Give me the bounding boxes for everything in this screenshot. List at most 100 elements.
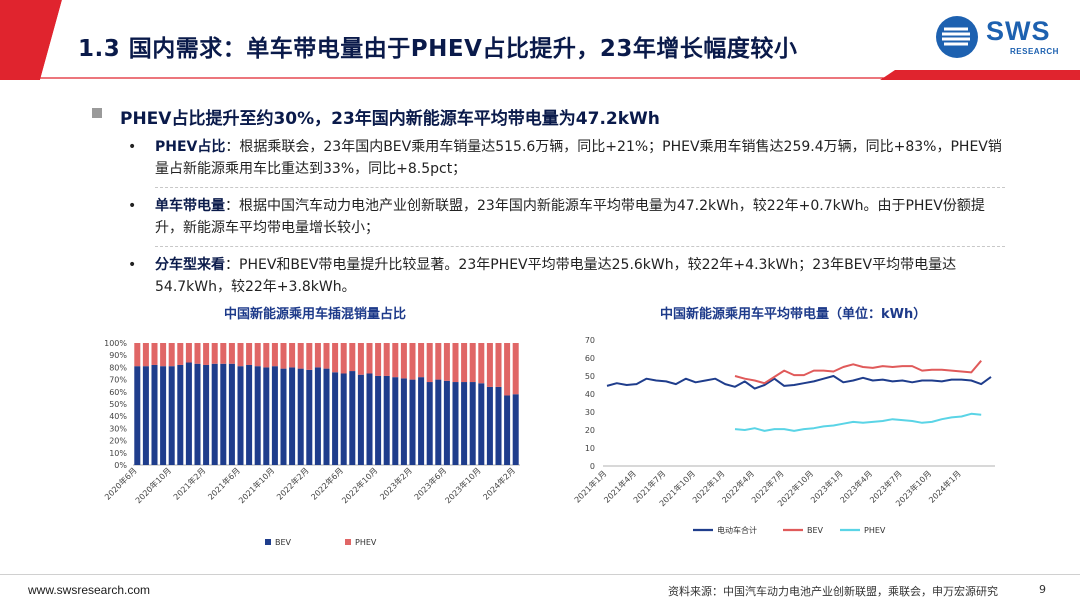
x-tick-label: 2023年6月 bbox=[412, 465, 448, 501]
bev-bar bbox=[185, 362, 192, 465]
phev-bar bbox=[435, 343, 442, 380]
y-tick-label: 70% bbox=[109, 376, 127, 385]
y-tick-label: 40 bbox=[585, 390, 595, 399]
section-heading: PHEV占比提升至约30%，23年国内新能源车平均带电量为47.2kWh bbox=[92, 104, 660, 129]
phev-bar bbox=[452, 343, 459, 383]
bev-bar bbox=[306, 369, 313, 465]
bullet-dot-icon: • bbox=[128, 139, 137, 155]
bev-bar bbox=[435, 379, 442, 465]
series-line-BEV bbox=[734, 360, 982, 385]
phev-bar bbox=[237, 343, 244, 367]
phev-bar bbox=[478, 343, 485, 384]
x-tick-label: 2020年6月 bbox=[102, 465, 138, 501]
phev-bar bbox=[400, 343, 407, 379]
bev-bar bbox=[289, 367, 296, 465]
x-tick-label: 2022年6月 bbox=[309, 465, 345, 501]
bev-bar bbox=[366, 373, 373, 465]
x-tick-label: 2020年10月 bbox=[133, 465, 173, 505]
bullet-text: ：根据中国汽车动力电池产业创新联盟，23年国内新能源车平均带电量为47.2kWh… bbox=[155, 198, 985, 236]
bev-bar bbox=[280, 368, 287, 465]
bev-bar bbox=[168, 366, 175, 465]
bullet-item-capacity: • 单车带电量：根据中国汽车动力电池产业创新联盟，23年国内新能源车平均带电量为… bbox=[120, 195, 1010, 239]
phev-bar bbox=[194, 343, 201, 364]
bullet-label: PHEV占比 bbox=[155, 139, 226, 155]
phev-bar bbox=[375, 343, 382, 376]
y-tick-label: 40% bbox=[109, 412, 127, 421]
legend-label: 电动车合计 bbox=[717, 525, 757, 535]
section-heading-text: PHEV占比提升至约30%，23年国内新能源车平均带电量为47.2kWh bbox=[120, 109, 660, 129]
y-tick-label: 30% bbox=[109, 424, 127, 433]
logo-mark-icon bbox=[936, 16, 978, 58]
x-tick-label: 2021年10月 bbox=[236, 465, 276, 505]
bullet-item-by-type: • 分车型来看：PHEV和BEV带电量提升比较显著。23年PHEV平均带电量达2… bbox=[120, 254, 1010, 298]
footer-url[interactable]: www.swsresearch.com bbox=[28, 583, 151, 597]
chart2-avg-capacity: 0102030405060702021年1月2021年4月2021年7月2021… bbox=[572, 336, 995, 535]
logo-text: SWS bbox=[986, 16, 1051, 46]
phev-bar bbox=[228, 343, 235, 364]
bullet-dot-icon: • bbox=[128, 198, 137, 214]
phev-bar bbox=[418, 343, 425, 378]
phev-bar bbox=[142, 343, 149, 367]
bev-bar bbox=[426, 382, 433, 465]
bev-bar bbox=[495, 386, 502, 465]
footer-source: 资料来源：中国汽车动力电池产业创新联盟，乘联会，申万宏源研究 bbox=[668, 585, 998, 598]
bev-bar bbox=[254, 366, 261, 465]
header: 1.3 国内需求：单车带电量由于PHEV占比提升，23年增长幅度较小 SWS R… bbox=[0, 0, 1080, 80]
bev-bar bbox=[194, 363, 201, 465]
y-tick-label: 10 bbox=[585, 444, 595, 453]
phev-bar bbox=[160, 343, 167, 367]
x-tick-label: 2023年2月 bbox=[378, 465, 414, 501]
bev-bar bbox=[142, 366, 149, 465]
series-line-电动车合计 bbox=[606, 375, 992, 390]
legend-bev-label: BEV bbox=[275, 538, 292, 547]
x-tick-label: 2023年10月 bbox=[443, 465, 483, 505]
phev-bar bbox=[426, 343, 433, 383]
phev-bar bbox=[383, 343, 390, 376]
header-white-panel bbox=[40, 0, 1080, 80]
sws-logo: SWS RESEARCH bbox=[934, 14, 1064, 60]
bev-bar bbox=[486, 386, 493, 465]
bev-bar bbox=[297, 368, 304, 465]
bullet-dot-icon: • bbox=[128, 257, 137, 273]
bev-bar bbox=[392, 377, 399, 465]
header-background bbox=[0, 0, 1080, 80]
legend-phev-label: PHEV bbox=[355, 538, 377, 547]
chart2-title: 中国新能源乘用车平均带电量（单位：kWh） bbox=[660, 307, 927, 322]
phev-bar bbox=[177, 343, 184, 365]
phev-bar bbox=[332, 343, 339, 373]
series-line-PHEV bbox=[734, 412, 982, 432]
phev-bar bbox=[495, 343, 502, 387]
phev-bar bbox=[151, 343, 158, 365]
phev-bar bbox=[512, 343, 519, 395]
bev-bar bbox=[383, 375, 390, 465]
page-title: 1.3 国内需求：单车带电量由于PHEV占比提升，23年增长幅度较小 bbox=[78, 36, 798, 62]
bullet-label: 单车带电量 bbox=[155, 198, 225, 214]
bev-bar bbox=[504, 395, 511, 465]
bev-bar bbox=[349, 371, 356, 465]
bev-bar bbox=[469, 382, 476, 465]
page-number: 9 bbox=[1039, 583, 1046, 596]
header-red-stripe bbox=[880, 70, 1080, 80]
bullet-item-phev-share: • PHEV占比：根据乘联会，23年国内BEV乘用车销量达515.6万辆，同比+… bbox=[120, 136, 1010, 180]
x-tick-label: 2021年6月 bbox=[206, 465, 242, 501]
phev-bar bbox=[246, 343, 253, 365]
y-tick-label: 100% bbox=[104, 339, 127, 348]
divider bbox=[155, 246, 1005, 247]
phev-bar bbox=[443, 343, 450, 381]
phev-bar bbox=[357, 343, 364, 375]
divider bbox=[155, 187, 1005, 188]
bev-bar bbox=[357, 374, 364, 465]
y-tick-label: 70 bbox=[585, 336, 595, 345]
y-tick-label: 10% bbox=[109, 449, 127, 458]
y-tick-label: 50% bbox=[109, 400, 127, 409]
x-tick-label: 2024年2月 bbox=[481, 465, 517, 501]
bev-bar bbox=[220, 363, 227, 465]
bev-bar bbox=[228, 363, 235, 465]
phev-bar bbox=[263, 343, 270, 368]
bev-bar bbox=[418, 377, 425, 465]
bev-bar bbox=[134, 366, 141, 465]
bev-bar bbox=[160, 366, 167, 465]
y-tick-label: 90% bbox=[109, 351, 127, 360]
logo-subtext: RESEARCH bbox=[1010, 47, 1059, 56]
y-tick-label: 0% bbox=[114, 461, 127, 470]
